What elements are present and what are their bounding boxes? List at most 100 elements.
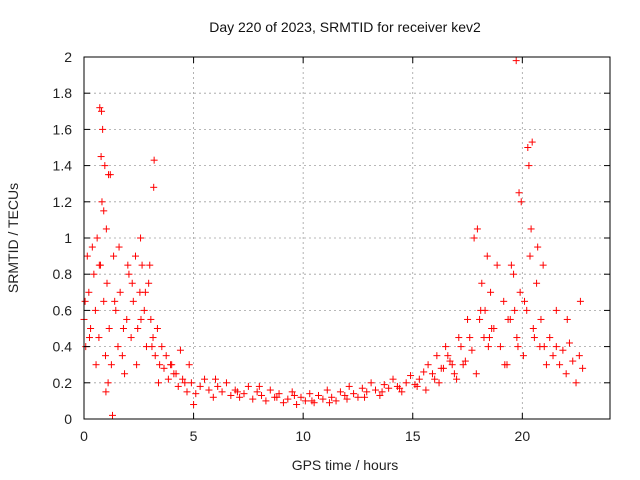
data-point: [81, 297, 89, 305]
data-point: [496, 343, 504, 351]
data-point: [514, 343, 522, 351]
data-point: [148, 343, 156, 351]
y-tick-label: 2: [64, 49, 72, 65]
data-point: [526, 252, 534, 260]
data-point: [559, 346, 567, 354]
data-point: [138, 261, 146, 269]
x-tick-label: 20: [515, 428, 531, 444]
data-point: [124, 261, 132, 269]
data-point: [253, 388, 261, 396]
data-point: [147, 315, 155, 323]
data-point: [472, 370, 480, 378]
data-point: [453, 375, 461, 383]
data-point: [501, 361, 509, 369]
data-point: [485, 334, 493, 342]
data-point: [301, 397, 309, 405]
data-point: [527, 225, 535, 233]
data-point: [140, 306, 148, 314]
data-point: [504, 315, 512, 323]
data-point: [528, 138, 536, 146]
data-point: [389, 375, 397, 383]
data-point: [552, 306, 560, 314]
data-point: [511, 306, 519, 314]
data-point: [569, 357, 577, 365]
x-axis-label: GPS time / hours: [292, 457, 399, 473]
data-point: [101, 352, 109, 360]
data-point: [164, 375, 172, 383]
data-point: [468, 346, 476, 354]
data-point: [446, 357, 454, 365]
data-point: [183, 388, 191, 396]
data-point: [424, 361, 432, 369]
data-point: [350, 390, 358, 398]
y-tick-label: 0: [64, 411, 72, 427]
data-point: [290, 391, 298, 399]
y-tick-label: 1.4: [53, 158, 73, 174]
data-point: [542, 361, 550, 369]
data-point: [420, 368, 428, 376]
data-point: [137, 315, 145, 323]
data-point: [552, 343, 560, 351]
data-point: [402, 379, 410, 387]
data-point: [160, 364, 168, 372]
data-point: [107, 361, 115, 369]
grid: [84, 57, 610, 419]
data-point: [279, 399, 287, 407]
y-tick-label: 1.8: [53, 85, 73, 101]
data-point: [435, 379, 443, 387]
data-point: [162, 352, 170, 360]
data-point: [209, 393, 217, 401]
data-point: [155, 379, 163, 387]
data-point: [153, 325, 161, 332]
data-point: [448, 361, 456, 369]
data-point: [354, 393, 362, 401]
data-point: [341, 391, 349, 399]
data-point: [444, 352, 452, 360]
data-point: [111, 297, 119, 305]
data-point: [284, 395, 292, 403]
data-point: [336, 388, 344, 396]
data-point: [488, 325, 496, 332]
data-point: [466, 334, 474, 342]
data-point: [127, 334, 135, 342]
data-point: [123, 315, 131, 323]
data-point: [484, 343, 492, 351]
data-point: [116, 288, 124, 296]
data-point: [201, 375, 209, 383]
data-point: [428, 370, 436, 378]
data-point: [95, 261, 103, 269]
data-point: [255, 382, 263, 390]
data-point: [457, 343, 465, 351]
data-point: [525, 162, 533, 170]
chart-title: Day 220 of 2023, SRMTID for receiver kev…: [209, 19, 481, 35]
data-point: [108, 411, 116, 419]
data-point: [507, 261, 515, 269]
data-point: [537, 315, 545, 323]
data-point: [93, 234, 101, 242]
data-point: [156, 361, 164, 369]
data-point: [371, 386, 379, 394]
data-point: [233, 388, 241, 396]
data-point: [407, 372, 415, 380]
data-point: [293, 401, 301, 409]
data-point: [214, 382, 222, 390]
data-point: [572, 379, 580, 387]
data-point: [218, 388, 226, 396]
data-point: [236, 393, 244, 401]
data-point: [556, 361, 564, 369]
data-point: [512, 57, 520, 65]
data-point: [483, 252, 491, 260]
data-point: [181, 379, 189, 387]
data-point: [533, 279, 541, 287]
data-point: [205, 386, 213, 394]
data-point: [319, 395, 327, 403]
y-axis-label: SRMTID / TECUs: [5, 183, 21, 293]
data-point: [151, 352, 159, 360]
data-point: [510, 270, 518, 278]
data-point: [92, 361, 100, 369]
data-point: [99, 125, 107, 133]
data-point: [396, 384, 404, 392]
data-point: [125, 270, 133, 278]
data-point: [273, 393, 281, 401]
